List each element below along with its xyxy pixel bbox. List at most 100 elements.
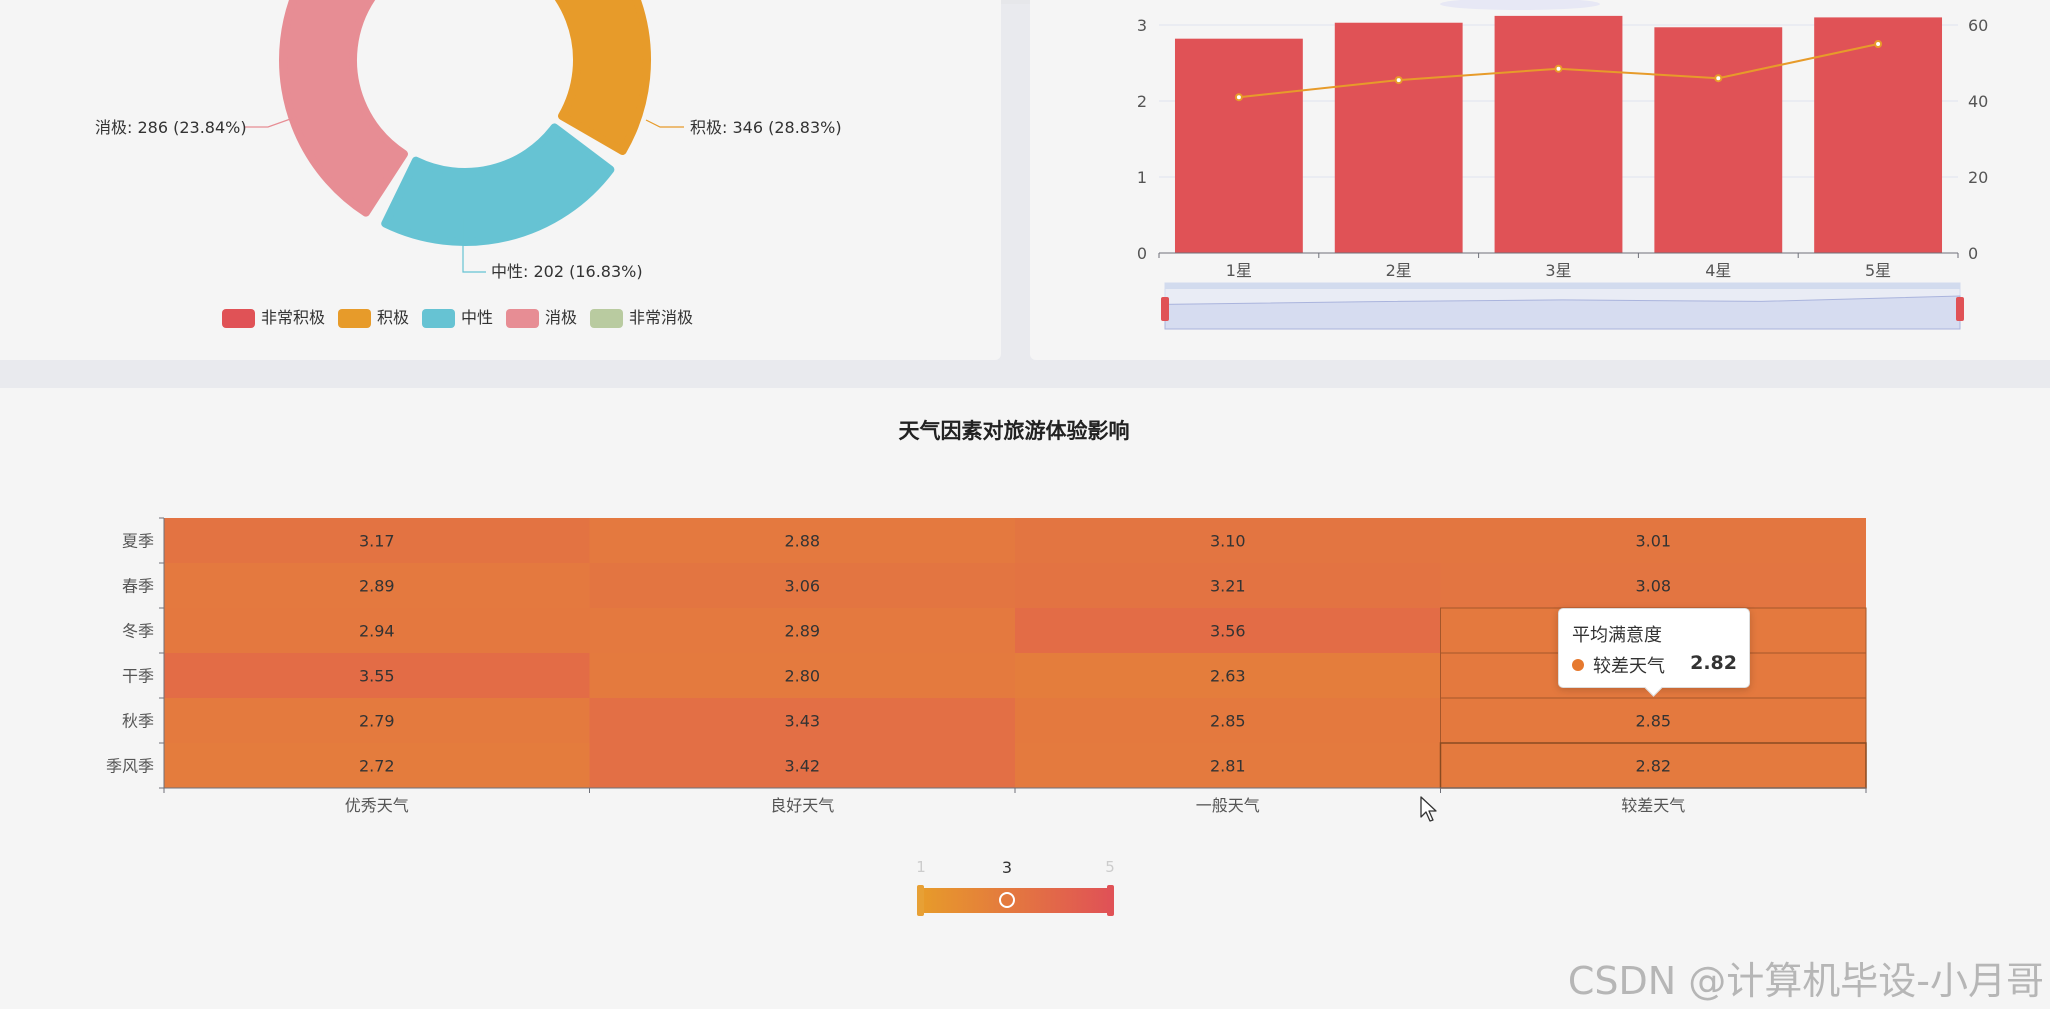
heatmap-value-label: 3.10 (1210, 532, 1246, 551)
heatmap-cell[interactable] (164, 563, 590, 608)
heatmap-cell[interactable] (589, 608, 1016, 653)
y-category-label: 夏季 (122, 532, 154, 551)
legend-swatch[interactable] (590, 309, 623, 328)
top-glow (1440, 0, 1600, 10)
heatmap-cell[interactable] (589, 518, 1016, 563)
rating-bar[interactable] (1174, 38, 1303, 254)
heatmap-value-label: 2.72 (359, 757, 395, 776)
leader-negative (244, 116, 297, 128)
heatmap-cell[interactable] (1015, 563, 1441, 608)
y-category-label: 秋季 (122, 712, 154, 731)
x-tick-label: 2星 (1386, 261, 1412, 280)
heatmap-cell[interactable] (164, 653, 590, 698)
heatmap-value-label: 2.80 (784, 667, 820, 686)
zoom-handle-right[interactable] (1956, 297, 1964, 321)
legend-swatch[interactable] (222, 309, 255, 328)
rating-bar[interactable] (1814, 17, 1943, 254)
heatmap-value-label: 2.89 (784, 622, 820, 641)
heatmap-value-label: 3.42 (784, 757, 820, 776)
heatmap-value-label: 2.79 (359, 712, 395, 731)
heatmap-cell[interactable] (164, 608, 590, 653)
heatmap-value-label: 2.88 (784, 532, 820, 551)
leader-neutral (462, 218, 486, 273)
tooltip-title: 平均满意度 (1572, 625, 1662, 646)
y-left-tick-label: 3 (1137, 16, 1147, 35)
label-neutral: 中性: 202 (16.83%) (491, 262, 643, 281)
rating-line-point[interactable] (1394, 76, 1403, 85)
x-tick-label: 1星 (1226, 261, 1252, 280)
visual-map-indicator[interactable] (999, 892, 1015, 908)
zoom-preview-area (1164, 295, 1961, 330)
heatmap-cell[interactable] (1440, 563, 1867, 608)
rating-chart-panel: 0 1 2 3 0 20 40 60 1星 2星 3星 4星 5星 (1030, 0, 2050, 360)
heatmap-cell[interactable] (1015, 608, 1441, 653)
legend-swatch[interactable] (422, 309, 455, 328)
y-left-tick-label: 0 (1137, 244, 1147, 263)
heatmap-cell[interactable] (589, 563, 1016, 608)
legend-label[interactable]: 非常积极 (261, 308, 325, 327)
legend-label[interactable]: 积极 (377, 308, 409, 327)
y-category-label: 季风季 (106, 757, 154, 776)
heatmap-cell[interactable] (1015, 653, 1441, 698)
zoom-handle-left[interactable] (1161, 297, 1169, 321)
heatmap-value-label: 2.63 (1210, 667, 1246, 686)
rating-bar[interactable] (1654, 27, 1783, 254)
visual-map-min-label: 1 (916, 858, 926, 876)
visual-map-handle-min[interactable] (917, 885, 924, 916)
visual-map-handle-max[interactable] (1107, 885, 1114, 916)
heatmap-cell[interactable] (164, 518, 590, 563)
y-left-tick-label: 1 (1137, 168, 1147, 187)
heatmap-value-label: 3.06 (784, 577, 820, 596)
rating-bar[interactable] (1334, 22, 1463, 253)
x-tick-label: 3星 (1545, 261, 1571, 280)
sentiment-donut-panel: 消极: 286 (23.84%) 积极: 346 (28.83%) 中性: 20… (0, 0, 1001, 360)
heatmap-value-label: 2.89 (359, 577, 395, 596)
weather-heatmap-panel: 天气因素对旅游体验影响 3.17 2.88 3.10 3.01 2.89 3.06 3.21… (0, 388, 2050, 1009)
heatmap-cell[interactable] (164, 698, 590, 743)
slice-positive[interactable] (500, 0, 651, 155)
rating-line-point[interactable] (1554, 64, 1563, 73)
rating-line-point[interactable] (1234, 93, 1243, 102)
data-zoom-slider[interactable] (1161, 282, 1964, 330)
y-right-tick-label: 60 (1968, 16, 1988, 35)
top-divider (0, 0, 2050, 4)
rating-line-point[interactable] (1874, 40, 1883, 48)
tooltip-series-name: 较差天气 (1593, 656, 1665, 677)
leader-positive (645, 119, 684, 128)
x-tick-label: 5星 (1865, 261, 1891, 280)
heatmap-cell[interactable] (164, 743, 590, 788)
heatmap-cell[interactable] (1015, 698, 1441, 743)
slice-neutral[interactable] (381, 123, 615, 246)
heatmap-cell[interactable] (589, 743, 1016, 788)
heatmap-value-label: 3.55 (359, 667, 395, 686)
heatmap-cell[interactable] (1440, 518, 1867, 563)
rating-line-point[interactable] (1714, 74, 1723, 83)
x-tick-label: 4星 (1705, 261, 1731, 280)
y-category-label: 冬季 (122, 622, 154, 641)
legend-swatch[interactable] (506, 309, 539, 328)
heatmap-cell[interactable] (1015, 743, 1441, 788)
visual-map-bar (921, 888, 1110, 913)
rating-bar-chart: 0 1 2 3 0 20 40 60 1星 2星 3星 4星 5星 (1137, 0, 1988, 330)
sentiment-donut-chart: 消极: 286 (23.84%) 积极: 346 (28.83%) 中性: 20… (95, 0, 842, 328)
rating-bar[interactable] (1494, 15, 1623, 253)
legend-label[interactable]: 中性 (461, 308, 493, 327)
legend-swatch[interactable] (338, 309, 371, 328)
heatmap-value-label: 2.81 (1210, 757, 1246, 776)
heatmap-cell[interactable] (589, 653, 1016, 698)
heatmap-cell[interactable] (1440, 697, 1867, 744)
heatmap-title: 天气因素对旅游体验影响 (899, 419, 1130, 443)
heatmap-value-label: 3.08 (1635, 577, 1671, 596)
legend-label[interactable]: 非常消极 (629, 308, 693, 327)
heatmap-tooltip: 平均满意度 较差天气 2.82 (1558, 608, 1750, 697)
y-right-tick-label: 40 (1968, 92, 1988, 111)
visual-map-slider[interactable]: 1 3 5 (916, 858, 1115, 916)
legend-label[interactable]: 消极 (545, 308, 577, 327)
heatmap-cell[interactable] (1015, 518, 1441, 563)
heatmap-value-label: 3.56 (1210, 622, 1246, 641)
tooltip-dot (1572, 659, 1584, 671)
heatmap-cell[interactable] (589, 698, 1016, 743)
heatmap-value-label: 2.94 (359, 622, 395, 641)
y-right-tick-label: 0 (1968, 244, 1978, 263)
label-negative: 消极: 286 (23.84%) (95, 118, 247, 137)
